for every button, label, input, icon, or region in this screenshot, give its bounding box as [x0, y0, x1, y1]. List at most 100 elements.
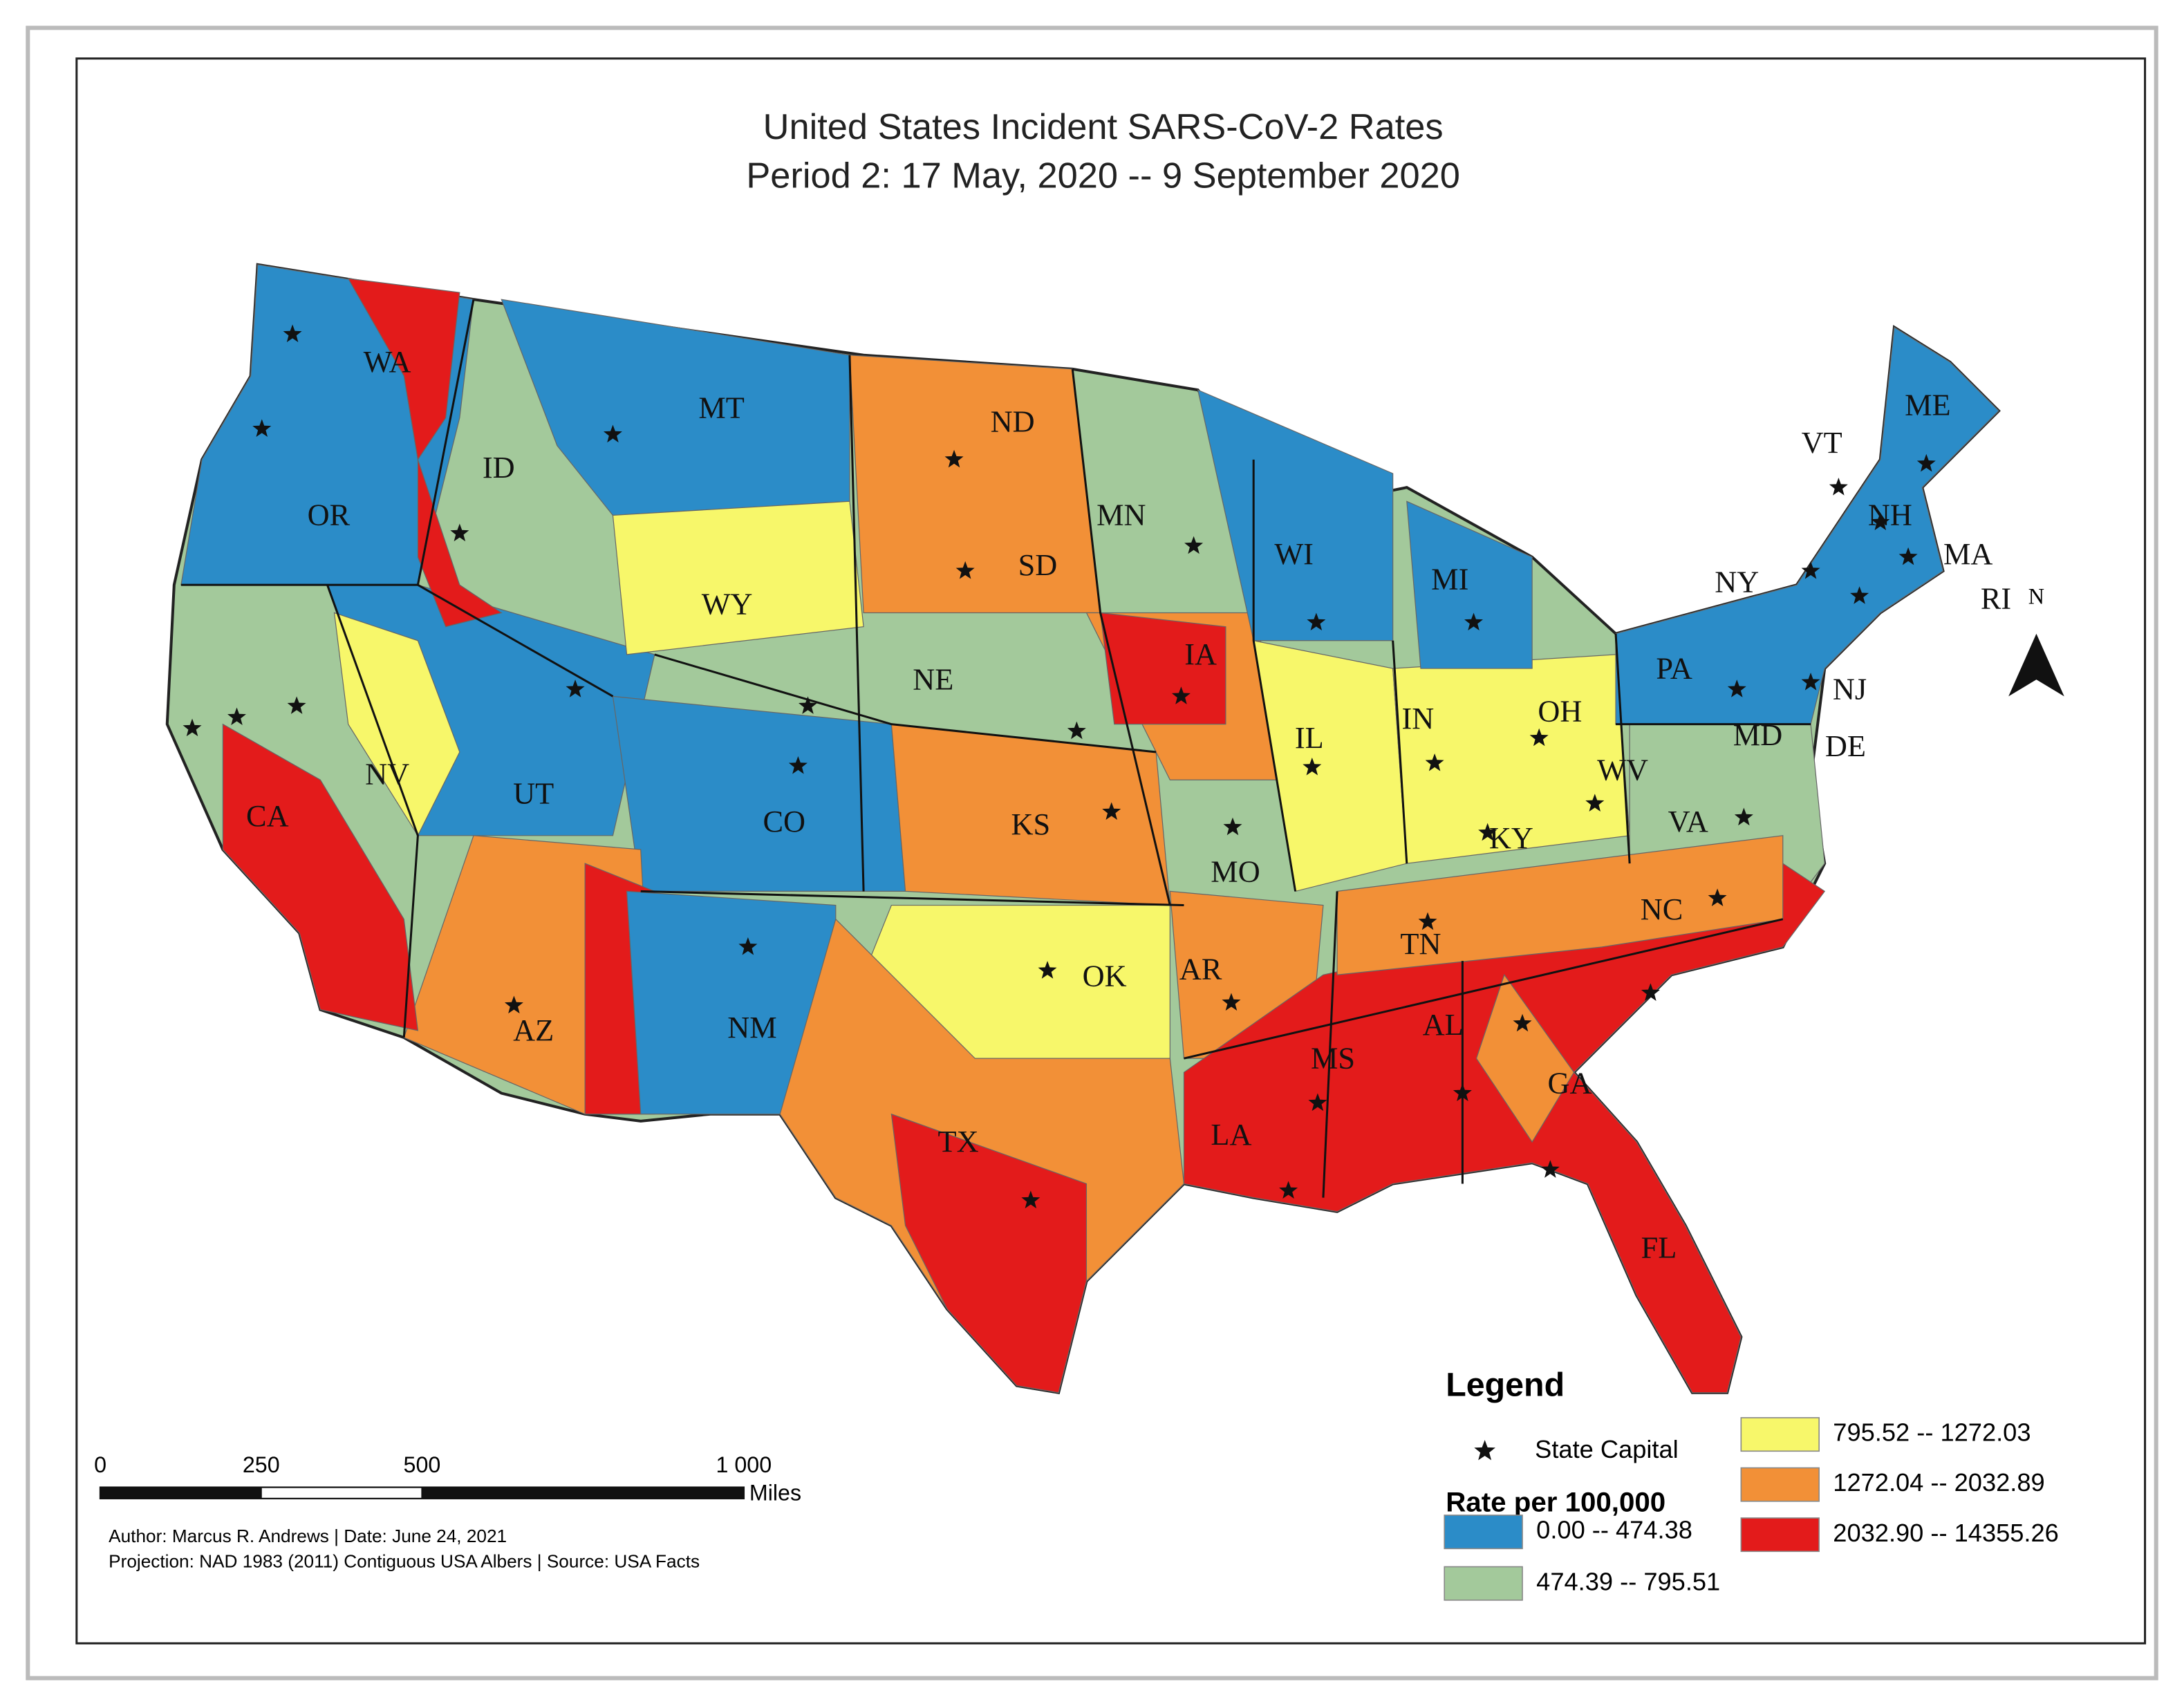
state-label: MD: [1733, 718, 1782, 752]
capital-star: [603, 424, 622, 443]
scale-bar-unit: Miles: [749, 1480, 801, 1505]
legend-rate-title: Rate per 100,000: [1446, 1486, 1665, 1517]
capital-star: [1801, 673, 1820, 691]
capital-star: [1453, 1083, 1472, 1102]
county-region: [347, 278, 460, 461]
state-label: KY: [1489, 821, 1533, 855]
state-border: [1071, 368, 1171, 906]
capital-star: [1307, 612, 1326, 631]
state-label: ID: [483, 451, 515, 485]
scale-bar-tick-label: 500: [404, 1452, 441, 1477]
state-label: NJ: [1833, 672, 1867, 706]
legend-capital-label: State Capital: [1535, 1435, 1679, 1463]
state-label: NH: [1868, 498, 1912, 532]
state-label: MO: [1211, 854, 1260, 888]
state-label: DE: [1825, 729, 1866, 763]
state-border: [1184, 918, 1784, 1060]
credit-projection: Projection: NAD 1983 (2011) Contiguous U…: [109, 1550, 700, 1571]
county-region: [1183, 863, 1826, 1394]
state-label: OR: [308, 498, 351, 532]
capital-star: [1171, 686, 1191, 704]
state-label: TN: [1400, 927, 1441, 961]
state-label: PA: [1656, 651, 1692, 685]
state-label: AL: [1423, 1008, 1464, 1042]
capital-star: [1850, 586, 1869, 604]
legend-swatch: [1740, 1467, 1820, 1502]
capital-star: [1734, 807, 1753, 826]
county-region: [612, 500, 864, 655]
north-arrow: [2008, 633, 2064, 697]
capital-star: [1708, 888, 1727, 906]
capital-star: [1478, 823, 1497, 841]
legend-swatch: [1444, 1515, 1523, 1550]
state-label: ND: [991, 405, 1035, 439]
capital-star: [1898, 547, 1918, 565]
state-label: TX: [938, 1125, 979, 1159]
state-label: IL: [1295, 721, 1324, 755]
state-label: GA: [1548, 1067, 1592, 1100]
capital-star: [1916, 453, 1936, 472]
state-border: [1392, 640, 1408, 864]
capital-star: [227, 707, 246, 726]
state-label: IN: [1402, 702, 1435, 735]
capital-star: [1727, 679, 1746, 697]
credit-author: Author: Marcus R. Andrews | Date: June 2…: [109, 1526, 507, 1546]
capital-star: [955, 561, 975, 579]
capital-star: [738, 937, 758, 955]
state-label: MS: [1311, 1041, 1355, 1075]
capital-star: [283, 324, 302, 343]
state-label: ME: [1905, 388, 1950, 422]
capital-star: [1829, 478, 1848, 496]
capital-star: [1585, 794, 1605, 812]
capital-star: [450, 523, 469, 542]
capital-star: [1102, 802, 1121, 821]
capital-star: [1641, 983, 1660, 1001]
title: United States Incident SARS-CoV-2 Rates: [763, 107, 1444, 147]
state-label: LA: [1211, 1118, 1251, 1152]
capital-star: [1021, 1190, 1040, 1209]
state-labels: WA MT ND ME VT ID OR MN NH WI SD MA NY MI RI WY IA PA NE NJ…: [246, 345, 2011, 1264]
state-border: [416, 299, 475, 585]
scale-bar-segment: [421, 1486, 745, 1499]
county-region: [222, 723, 419, 1031]
state-label: WY: [702, 588, 753, 621]
capital-star: [287, 696, 306, 714]
scale-bar: 0 250 500 1 000 Miles: [94, 1452, 801, 1505]
state-label: IA: [1184, 637, 1217, 671]
capital-star: [1513, 1013, 1532, 1032]
state-border: [1614, 633, 1631, 864]
county-region: [1099, 612, 1226, 725]
capital-star: [1184, 536, 1204, 554]
state-label: NM: [727, 1011, 776, 1044]
county-region: [890, 1113, 1088, 1394]
state-label: VA: [1668, 805, 1708, 838]
capital-star: [1425, 753, 1444, 771]
state-label: AR: [1179, 952, 1222, 986]
legend-class-label: 1272.04 -- 2032.89: [1833, 1468, 2044, 1497]
state-label: KS: [1011, 807, 1051, 841]
state-label: NC: [1641, 892, 1683, 926]
capital-star: [504, 995, 523, 1014]
scale-bar-tick-label: 250: [243, 1452, 280, 1477]
capital-star: [788, 756, 808, 774]
state-label: VT: [1802, 426, 1842, 460]
capital-star: [944, 449, 964, 468]
capital-star: [1474, 1440, 1495, 1461]
state-label: FL: [1641, 1230, 1677, 1264]
county-region: [417, 459, 503, 628]
county-region: [849, 355, 1101, 614]
state-label: WV: [1597, 753, 1648, 787]
scale-bar-tick-label: 0: [94, 1452, 106, 1477]
legend-class-label: 0.00 -- 474.38: [1536, 1516, 1692, 1544]
state-border: [417, 583, 614, 697]
capital-star: [566, 679, 585, 697]
state-label: CO: [763, 805, 805, 838]
state-label: MN: [1096, 498, 1146, 532]
state-label: NE: [913, 662, 953, 696]
county-region: [1406, 500, 1533, 669]
capital-star: [1067, 721, 1086, 740]
capital-star: [252, 419, 272, 438]
state-label: UT: [513, 777, 554, 811]
north-label: N: [2028, 584, 2044, 609]
